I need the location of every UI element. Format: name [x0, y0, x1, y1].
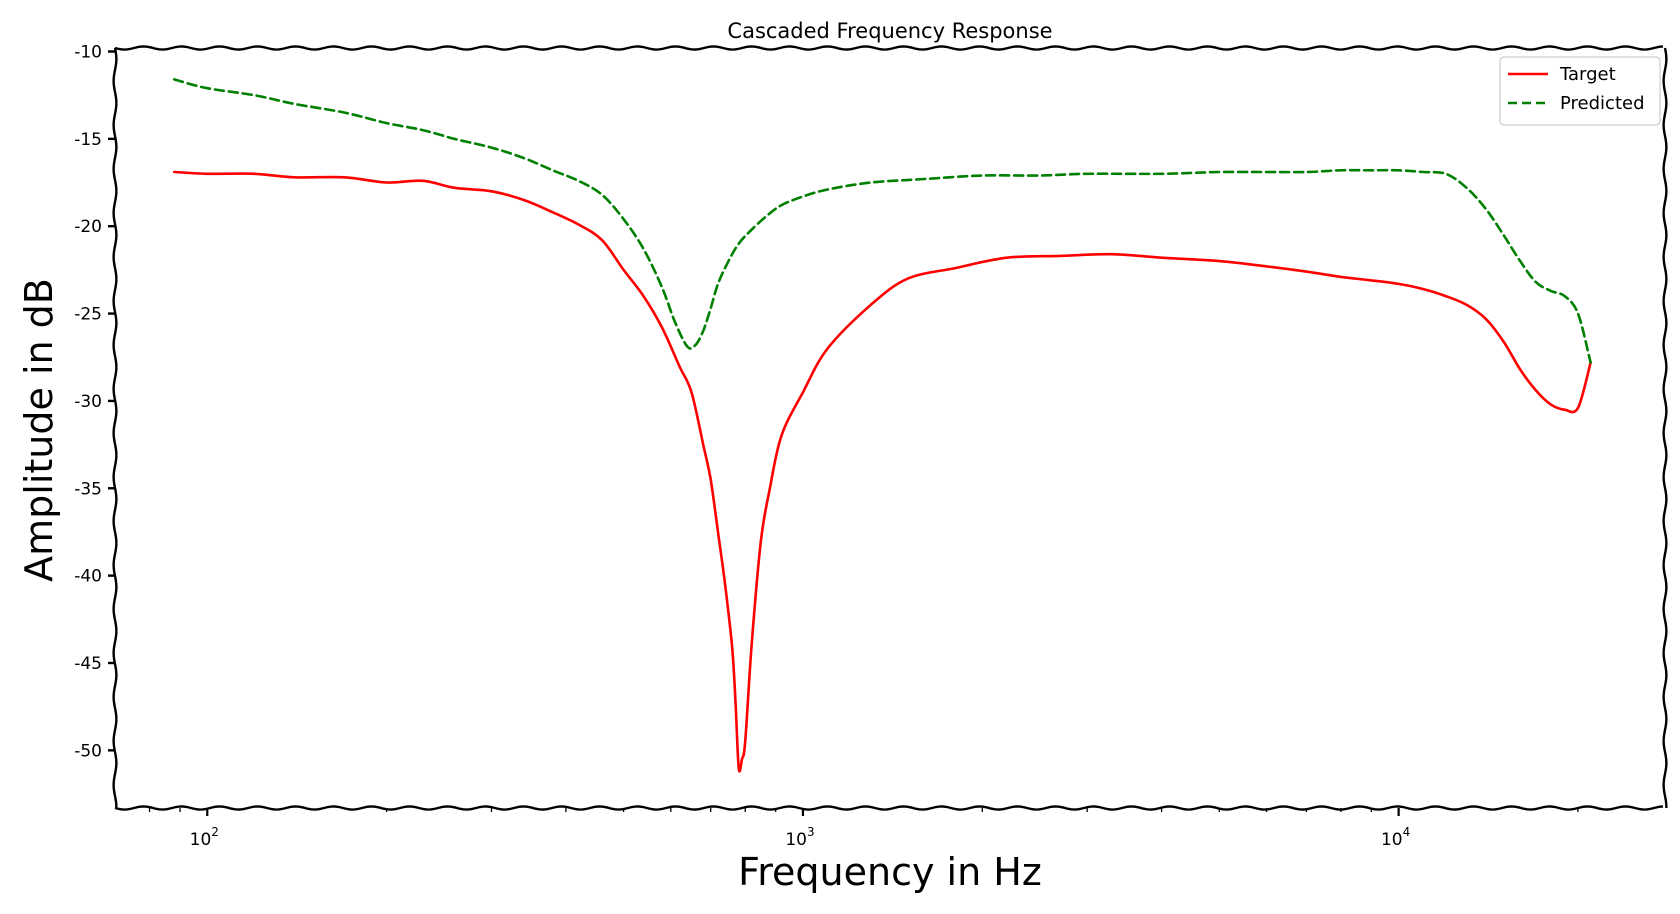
chart-title: Cascaded Frequency Response [727, 19, 1052, 43]
y-tick-label: -30 [74, 392, 102, 412]
y-tick-label: -25 [74, 305, 102, 325]
x-tick-label: 102 [190, 825, 219, 850]
x-axis-ticks: 102 103 104 [148, 808, 1579, 850]
x-tick-label: 103 [785, 825, 814, 850]
series-layer [172, 78, 1592, 773]
frame-top-spine [114, 45, 1664, 51]
frame-right-spine [1662, 47, 1668, 809]
y-tick-label: -15 [74, 130, 102, 150]
series-line-predicted [172, 78, 1592, 364]
y-tick-label: -50 [74, 741, 102, 761]
legend-label-target: Target [1559, 64, 1616, 85]
y-axis-label: Amplitude in dB [17, 278, 61, 582]
y-tick-label: -45 [74, 654, 102, 674]
legend: Target Predicted [1499, 56, 1661, 126]
legend-label-predicted: Predicted [1560, 93, 1645, 114]
y-tick-label: -10 [74, 42, 102, 62]
frame-bottom-spine [114, 805, 1664, 811]
x-axis-label: Frequency in Hz [738, 850, 1042, 894]
plot-frame [112, 45, 1668, 811]
y-tick-label: -35 [74, 479, 102, 499]
y-tick-label: -20 [74, 217, 102, 237]
x-tick-label: 104 [1381, 825, 1410, 850]
y-tick-label: -40 [74, 567, 102, 587]
frame-left-spine [112, 47, 118, 809]
y-axis-ticks: -10 -15 -20 -25 -30 -35 -40 -45 -50 [74, 42, 115, 761]
series-line-target [172, 170, 1592, 773]
